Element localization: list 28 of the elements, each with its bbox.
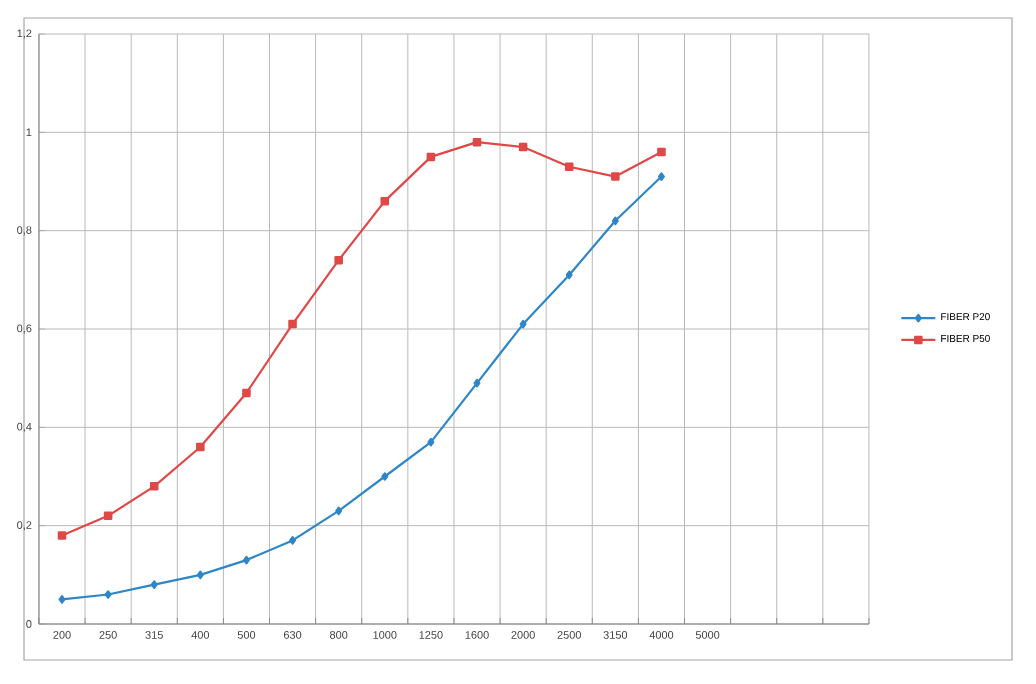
point: [150, 580, 158, 589]
point: [334, 255, 343, 265]
point: [611, 216, 619, 226]
point: [519, 319, 527, 329]
point: [472, 137, 482, 147]
point: [473, 378, 481, 388]
point: [426, 152, 436, 162]
point: [288, 319, 297, 329]
point: [149, 482, 159, 491]
point: [657, 172, 665, 181]
point: [58, 595, 66, 604]
point: [427, 437, 435, 447]
point: [196, 570, 204, 580]
point: [289, 536, 297, 545]
point: [565, 270, 573, 280]
point: [518, 142, 528, 152]
point: [380, 196, 390, 206]
point: [242, 555, 250, 565]
point: [242, 388, 251, 398]
point: [564, 162, 574, 172]
point: [335, 506, 343, 516]
point: [104, 590, 112, 599]
point: [611, 172, 620, 181]
point: [196, 442, 205, 452]
point: [381, 472, 389, 481]
point: [657, 147, 666, 157]
point: [57, 531, 67, 540]
point: [103, 511, 113, 521]
